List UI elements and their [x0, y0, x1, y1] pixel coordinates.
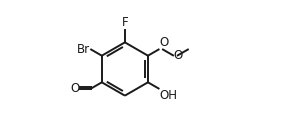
Text: O: O [70, 82, 80, 95]
Text: O: O [159, 36, 168, 49]
Text: F: F [122, 16, 128, 29]
Text: OH: OH [159, 89, 177, 102]
Text: Br: Br [77, 43, 90, 56]
Text: O: O [174, 49, 183, 62]
